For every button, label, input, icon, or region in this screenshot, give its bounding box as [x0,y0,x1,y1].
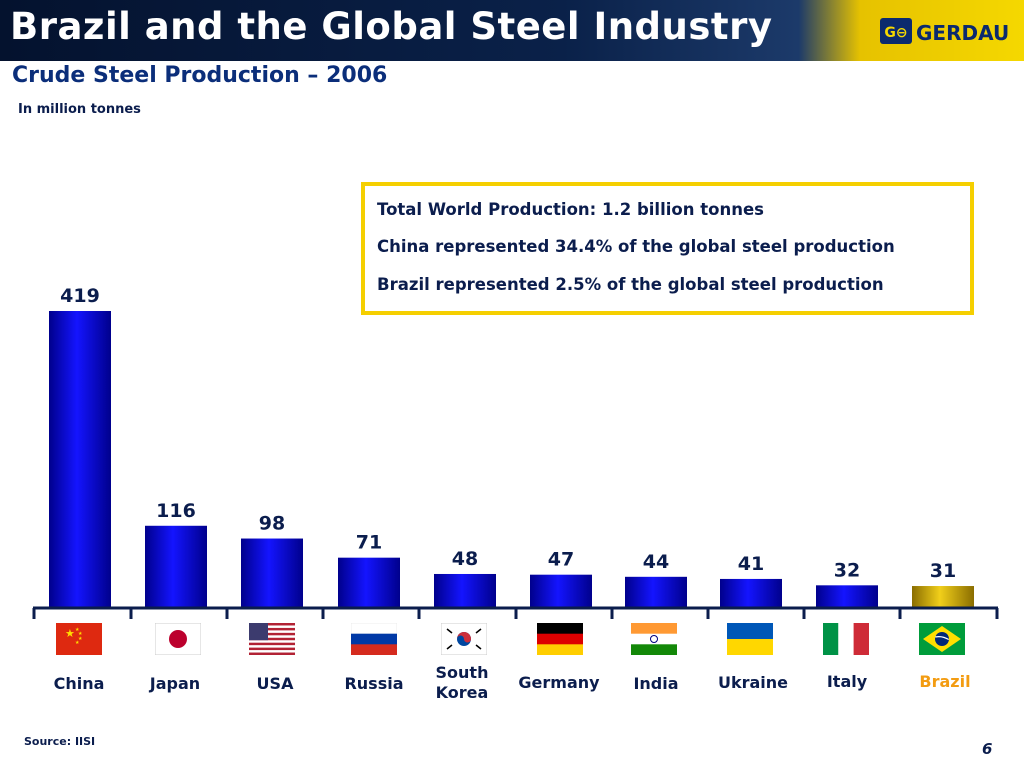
page-number: 6 [982,740,993,758]
country-label-germany: Germany [518,673,600,692]
svg-text:★: ★ [75,627,80,633]
bar-china [49,311,111,608]
italy-flag-icon [823,623,869,655]
bar-germany [530,574,592,608]
bar-brazil [912,586,974,608]
value-label-japan: 116 [156,500,196,522]
bar-south-korea [434,573,496,608]
svg-text:★: ★ [78,636,83,642]
ukraine-flag-icon [727,623,773,655]
country-label-south-korea: South Korea [435,663,489,702]
svg-text:★: ★ [75,640,80,646]
south-korea-flag-icon [441,623,487,655]
value-label-india: 44 [643,551,669,573]
brazil-flag-icon [919,623,965,655]
svg-text:★: ★ [65,627,75,640]
country-label-brazil: Brazil [919,672,971,691]
info-box: Total World Production: 1.2 billion tonn… [361,182,974,315]
bar-russia [338,557,400,608]
usa-flag-icon [249,623,295,655]
bar-usa [241,538,303,608]
india-flag-icon [631,623,677,655]
svg-text:★: ★ [78,631,83,637]
info-line-total: Total World Production: 1.2 billion tonn… [377,200,764,219]
country-label-usa: USA [256,674,294,693]
logo-mark-bg [880,18,912,44]
russia-flag-icon [351,623,397,655]
source-note: Source: IISI [24,735,96,748]
country-label-russia: Russia [344,674,404,693]
value-label-south-korea: 48 [452,548,478,570]
country-label-ukraine: Ukraine [717,673,789,692]
japan-flag-icon [155,623,201,655]
country-label-india: India [633,674,679,693]
value-label-usa: 98 [259,513,285,535]
value-label-china: 419 [60,285,100,307]
country-label-italy: Italy [826,672,868,691]
value-label-brazil: 31 [930,560,956,582]
title-bar: Brazil and the Global Steel Industry G⊖ … [0,0,1024,61]
value-label-russia: 71 [356,532,382,554]
value-label-italy: 32 [834,559,860,581]
country-label-japan: Japan [149,674,201,693]
chart-subtitle: Crude Steel Production – 2006 [12,63,388,88]
page-title: Brazil and the Global Steel Industry [10,5,773,48]
logo-mark: G⊖ [884,25,907,41]
logo-text: GERDAU [916,21,1009,45]
info-line-china: China represented 34.4% of the global st… [377,237,895,256]
germany-flag-icon [537,623,583,655]
bar-ukraine [720,578,782,608]
bar-italy [816,585,878,608]
value-label-ukraine: 41 [738,553,764,575]
china-flag-icon: ★ ★ ★ ★ ★ [56,623,102,655]
unit-note: In million tonnes [18,102,141,117]
country-label-china: China [53,674,105,693]
gerdau-logo: G⊖ GERDAU [880,18,1009,45]
value-label-germany: 47 [548,549,574,571]
bar-japan [145,525,207,608]
info-line-brazil: Brazil represented 2.5% of the global st… [377,275,884,294]
bar-india [625,576,687,608]
